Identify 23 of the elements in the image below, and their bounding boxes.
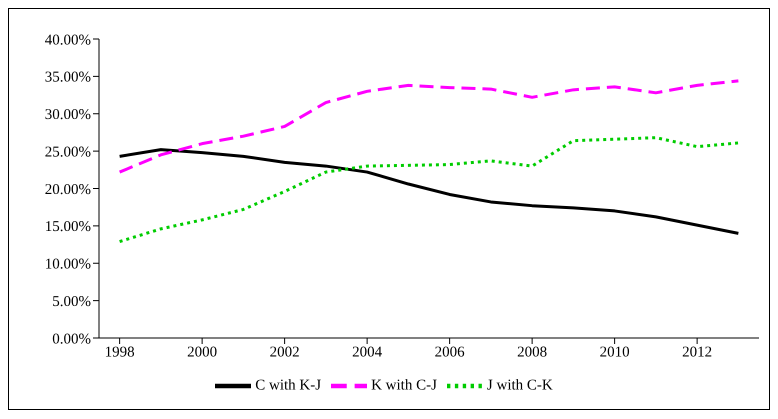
y-tick-label: 35.00% [44, 70, 91, 86]
line-series [118, 148, 740, 235]
x-tick-label: 2006 [434, 344, 466, 361]
y-tick-label: 15.00% [44, 219, 91, 236]
x-tick-label: 2010 [600, 344, 630, 361]
x-tick-label: 2012 [682, 344, 712, 361]
x-tick-label: 2002 [270, 344, 300, 361]
line-series [118, 136, 740, 244]
y-tick-label: 10.00% [44, 256, 91, 273]
legend-label: C with K-J [255, 377, 322, 394]
y-tick-label: 20.00% [44, 182, 91, 198]
x-tick-label: 2004 [352, 344, 383, 361]
x-tick-label: 2000 [187, 344, 218, 361]
x-tick-label: 2008 [517, 344, 548, 361]
line-series [118, 79, 740, 174]
y-tick-label: 25.00% [44, 144, 91, 160]
x-tick-label: 1998 [104, 344, 135, 361]
legend-label: K with C-J [371, 377, 437, 394]
legend-label: J with C-K [486, 377, 553, 394]
y-tick-label: 30.00% [44, 107, 91, 124]
y-tick-label: 5.00% [52, 294, 91, 310]
y-tick-label: 40.00% [44, 32, 91, 48]
y-tick-label: 0.00% [52, 331, 91, 348]
